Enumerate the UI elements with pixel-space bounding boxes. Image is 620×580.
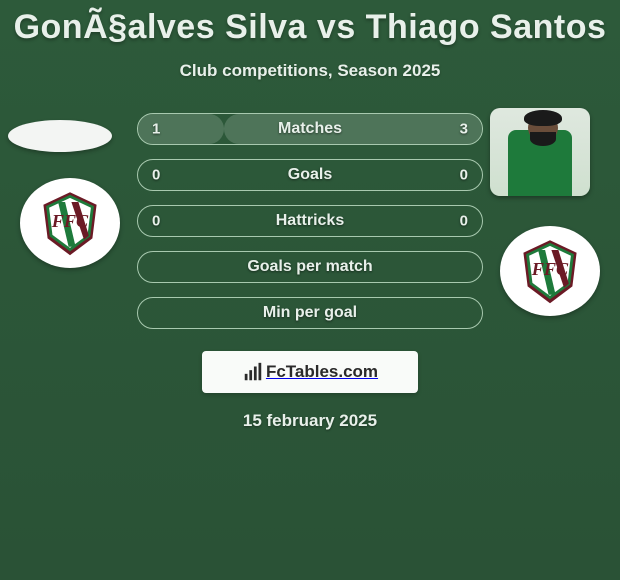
stat-label: Goals — [288, 166, 332, 184]
bar-chart-icon — [242, 361, 264, 383]
player-right-avatar — [490, 108, 590, 196]
stat-row-matches: 1 Matches 3 — [137, 113, 483, 145]
stat-label: Matches — [278, 120, 342, 138]
stat-label: Hattricks — [276, 212, 344, 230]
stat-fill-left — [138, 114, 224, 144]
player-left-avatar — [8, 120, 112, 152]
stat-label: Min per goal — [263, 304, 357, 322]
page-title: GonÃ§alves Silva vs Thiago Santos — [0, 0, 620, 47]
stat-value-left: 1 — [152, 121, 160, 138]
svg-text:FFC: FFC — [51, 211, 89, 231]
date-label: 15 february 2025 — [0, 411, 620, 431]
stat-label: Goals per match — [247, 258, 372, 276]
stat-value-right: 3 — [460, 121, 468, 138]
stat-row-goals-per-match: Goals per match — [137, 251, 483, 283]
stat-value-left: 0 — [152, 167, 160, 184]
stat-row-min-per-goal: Min per goal — [137, 297, 483, 329]
stat-value-right: 0 — [460, 167, 468, 184]
stats-list: 1 Matches 3 0 Goals 0 0 Hattricks 0 Goal… — [137, 113, 483, 329]
stat-row-hattricks: 0 Hattricks 0 — [137, 205, 483, 237]
stat-value-left: 0 — [152, 213, 160, 230]
stat-fill-right — [224, 114, 482, 144]
svg-text:FFC: FFC — [531, 259, 569, 279]
brand-link[interactable]: FcTables.com — [202, 351, 418, 393]
fluminense-crest-icon: FFC — [35, 188, 105, 258]
fluminense-crest-icon: FFC — [515, 236, 585, 306]
player-right-club-crest: FFC — [500, 226, 600, 316]
subtitle: Club competitions, Season 2025 — [0, 61, 620, 81]
brand-label: FcTables.com — [266, 362, 378, 382]
player-left-club-crest: FFC — [20, 178, 120, 268]
stat-row-goals: 0 Goals 0 — [137, 159, 483, 191]
stat-value-right: 0 — [460, 213, 468, 230]
